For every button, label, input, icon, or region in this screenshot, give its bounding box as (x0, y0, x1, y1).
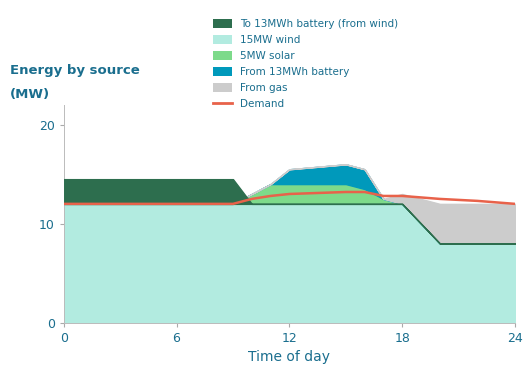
Legend: To 13MWh battery (from wind), 15MW wind, 5MW solar, From 13MWh battery, From gas: To 13MWh battery (from wind), 15MW wind,… (213, 19, 399, 109)
Text: Energy by source: Energy by source (10, 64, 139, 77)
Text: (MW): (MW) (10, 88, 50, 100)
X-axis label: Time of day: Time of day (249, 350, 330, 364)
